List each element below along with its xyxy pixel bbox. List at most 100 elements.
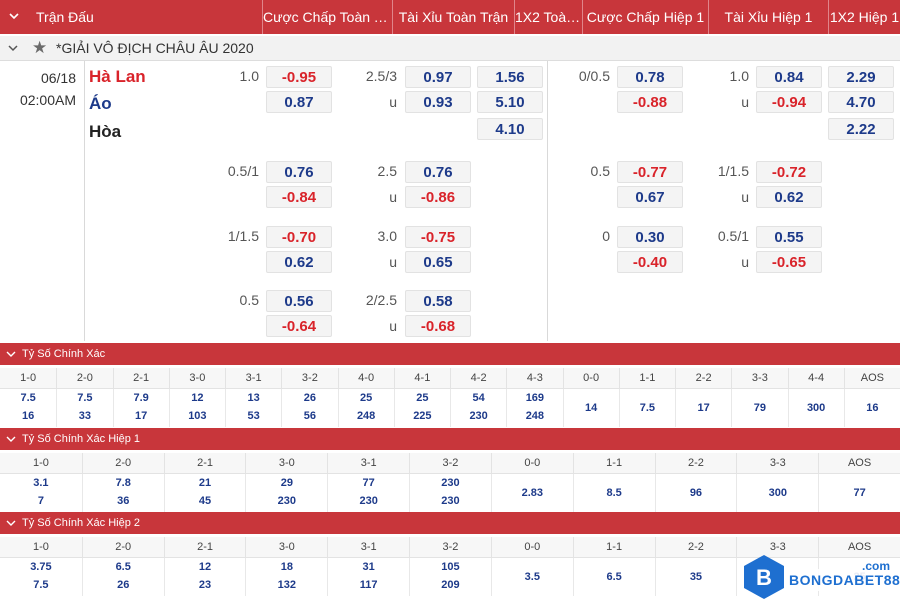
score-odd-away[interactable]: 248 xyxy=(525,410,545,422)
score-odd-value[interactable]: 3.5 xyxy=(524,571,540,583)
odd-button[interactable]: -0.84 xyxy=(266,186,332,208)
odd-button[interactable]: 0.62 xyxy=(266,251,332,273)
score-odd-away[interactable]: 230 xyxy=(469,410,488,422)
score-odd-home[interactable]: 25 xyxy=(416,392,429,404)
score-odd[interactable]: 300 xyxy=(736,474,818,512)
score-odd[interactable]: 12 103 xyxy=(168,389,225,427)
score-odd-home[interactable]: 21 xyxy=(198,477,212,489)
odd-button[interactable]: 0.67 xyxy=(617,186,683,208)
score-odd[interactable]: 25 225 xyxy=(393,389,450,427)
score-odd[interactable]: 230 230 xyxy=(409,474,491,512)
odd-button[interactable]: 0.84 xyxy=(756,66,822,88)
score-odd-home[interactable]: 6.5 xyxy=(115,561,131,573)
score-odd[interactable]: 16 xyxy=(843,389,900,427)
score-odd[interactable]: 12 23 xyxy=(163,558,246,596)
score-odd-value[interactable]: 300 xyxy=(806,402,826,414)
score-odd[interactable]: 7.5 xyxy=(618,389,675,427)
score-odd-away[interactable]: 33 xyxy=(78,410,91,422)
score-odd-home[interactable]: 7.8 xyxy=(115,477,131,489)
odd-button[interactable]: -0.68 xyxy=(405,315,471,337)
score-odd-value[interactable]: 8.5 xyxy=(606,487,622,499)
odd-button[interactable]: -0.40 xyxy=(617,251,683,273)
score-odd[interactable]: 21 45 xyxy=(163,474,246,512)
score-odd[interactable]: 54 230 xyxy=(450,389,506,427)
score-odd-home[interactable]: 12 xyxy=(191,392,204,404)
score-odd[interactable]: 14 xyxy=(562,389,619,427)
score-odd[interactable]: 3.1 7 xyxy=(0,474,82,512)
odd-button[interactable]: 2.29 xyxy=(828,66,894,88)
score-odd[interactable]: 7.9 17 xyxy=(112,389,169,427)
odd-button[interactable]: 1.56 xyxy=(477,66,543,88)
odd-button[interactable]: -0.65 xyxy=(756,251,822,273)
score-odd[interactable]: 105 209 xyxy=(409,558,491,596)
score-odd-away[interactable]: 209 xyxy=(441,579,460,591)
score-odd-away[interactable]: 7 xyxy=(37,495,44,507)
score-odd[interactable]: 31 117 xyxy=(327,558,409,596)
score-odd-away[interactable]: 16 xyxy=(22,410,35,422)
chevron-down-icon[interactable] xyxy=(7,43,19,53)
odd-button[interactable]: 0.56 xyxy=(266,290,332,312)
score-odd-home[interactable]: 18 xyxy=(280,561,293,573)
odd-button[interactable]: -0.72 xyxy=(756,161,822,183)
odd-button[interactable]: 0.76 xyxy=(266,161,332,183)
chevron-down-icon[interactable] xyxy=(6,350,16,358)
odd-button[interactable]: -0.64 xyxy=(266,315,332,337)
score-odd[interactable]: 35 xyxy=(654,558,737,596)
score-odd-away[interactable]: 56 xyxy=(303,410,316,422)
score-odd-home[interactable]: 3.1 xyxy=(33,477,49,489)
score-odd[interactable] xyxy=(736,558,818,596)
score-odd-value[interactable]: 16 xyxy=(866,402,879,414)
score-odd-away[interactable]: 248 xyxy=(356,410,376,422)
odd-button[interactable]: 4.70 xyxy=(828,91,894,113)
score-odd-home[interactable]: 230 xyxy=(441,477,460,489)
score-odd[interactable]: 17 xyxy=(675,389,731,427)
score-odd-away[interactable]: 53 xyxy=(247,410,260,422)
score-odd[interactable]: 77 230 xyxy=(327,474,409,512)
odd-button[interactable]: 0.87 xyxy=(266,91,332,113)
score-odd[interactable]: 18 132 xyxy=(245,558,327,596)
score-odd[interactable]: 96 xyxy=(654,474,737,512)
chevron-down-icon[interactable] xyxy=(6,435,16,443)
odd-button[interactable]: -0.77 xyxy=(617,161,683,183)
score-odd[interactable]: 6.5 xyxy=(572,558,655,596)
score-odd-away[interactable]: 132 xyxy=(277,579,297,591)
chevron-down-icon[interactable] xyxy=(8,10,20,22)
score-odd-away[interactable]: 17 xyxy=(135,410,148,422)
score-odd[interactable]: 29 230 xyxy=(245,474,327,512)
score-odd-value[interactable]: 35 xyxy=(689,571,703,583)
score-odd[interactable]: 8.5 xyxy=(572,474,655,512)
section-correct-score-half1[interactable]: Tỷ Số Chính Xác Hiệp 1 xyxy=(0,428,900,450)
score-odd-value[interactable]: 77 xyxy=(853,487,866,499)
odd-button[interactable]: 2.22 xyxy=(828,118,894,140)
score-odd[interactable]: 3.5 xyxy=(490,558,573,596)
odd-button[interactable]: 4.10 xyxy=(477,118,543,140)
score-odd-home[interactable]: 29 xyxy=(280,477,293,489)
score-odd[interactable]: 13 53 xyxy=(225,389,281,427)
score-odd-value[interactable]: 17 xyxy=(697,402,710,414)
odd-button[interactable]: -0.88 xyxy=(617,91,683,113)
section-correct-score-half2[interactable]: Tỷ Số Chính Xác Hiệp 2 xyxy=(0,512,900,534)
odd-button[interactable]: 0.58 xyxy=(405,290,471,312)
score-odd[interactable]: 169 248 xyxy=(506,389,562,427)
score-odd-value[interactable]: 14 xyxy=(585,402,598,414)
odd-button[interactable]: 0.30 xyxy=(617,226,683,248)
odd-button[interactable]: -0.75 xyxy=(405,226,471,248)
score-odd-away[interactable]: 7.5 xyxy=(33,579,49,591)
odd-button[interactable]: -0.95 xyxy=(266,66,332,88)
score-odd-away[interactable]: 117 xyxy=(359,579,378,591)
odd-button[interactable]: -0.86 xyxy=(405,186,471,208)
odd-button[interactable]: 0.62 xyxy=(756,186,822,208)
odd-button[interactable]: 0.55 xyxy=(756,226,822,248)
section-correct-score[interactable]: Tỷ Số Chính Xác xyxy=(0,343,900,365)
odd-button[interactable]: 0.97 xyxy=(405,66,471,88)
score-odd-home[interactable]: 77 xyxy=(362,477,375,489)
score-odd-away[interactable]: 45 xyxy=(198,495,212,507)
odd-button[interactable]: 0.93 xyxy=(405,91,471,113)
score-odd-away[interactable]: 26 xyxy=(117,579,130,591)
chevron-down-icon[interactable] xyxy=(6,519,16,527)
score-odd-home[interactable]: 54 xyxy=(472,392,485,404)
odd-button[interactable]: 0.78 xyxy=(617,66,683,88)
star-icon[interactable]: ★ xyxy=(32,38,48,57)
score-odd-home[interactable]: 7.5 xyxy=(77,392,93,404)
score-odd[interactable]: 6.5 26 xyxy=(81,558,164,596)
